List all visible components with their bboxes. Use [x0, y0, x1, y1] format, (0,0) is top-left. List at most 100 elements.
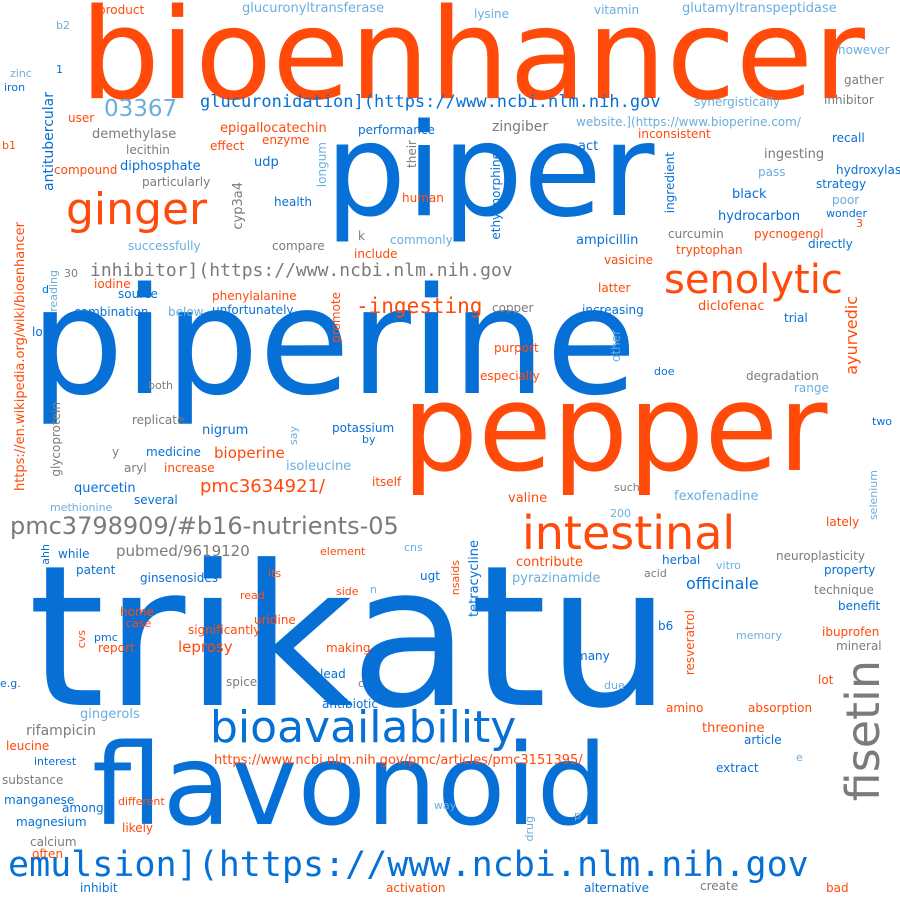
word-read: read: [240, 589, 265, 602]
word-promote: promote: [329, 292, 343, 343]
word-synergistically: synergistically: [694, 95, 781, 109]
word-resveratrol: resveratrol: [683, 610, 697, 676]
word-bioperine: bioperine: [214, 444, 285, 462]
word-manganese: manganese: [4, 793, 75, 807]
word-directly: directly: [808, 237, 853, 251]
word-its: its: [268, 567, 282, 580]
word-enzyme: enzyme: [262, 133, 310, 147]
word-poor: poor: [832, 193, 860, 207]
word-replicate: replicate: [132, 413, 185, 427]
word-technique: technique: [814, 583, 874, 597]
word-b2: b2: [56, 19, 70, 32]
word-diphosphate: diphosphate: [120, 159, 201, 174]
word-such: such: [614, 481, 640, 494]
word-increase: increase: [164, 461, 215, 475]
word-two: two: [872, 415, 893, 428]
word-diclofenac: diclofenac: [698, 299, 765, 314]
word-longum: longum: [315, 142, 329, 188]
word-1: 1: [56, 63, 63, 76]
word-e: e: [796, 751, 803, 764]
word-bioenhancer: bioenhancer: [80, 0, 865, 128]
word-udp: udp: [254, 155, 279, 170]
word-y: y: [112, 445, 120, 459]
word-hydroxylase: hydroxylase: [836, 163, 900, 177]
word-spice: spice: [226, 675, 258, 689]
word-ampicillin: ampicillin: [576, 233, 639, 248]
word-increasing: increasing: [582, 303, 644, 317]
word-amino: amino: [666, 701, 704, 715]
word-compound: compound: [54, 163, 118, 177]
word-isoleucine: isoleucine: [286, 459, 352, 474]
word-alternative: alternative: [584, 881, 649, 895]
word-trikatu: trikatu: [28, 524, 672, 752]
word-latter: latter: [598, 281, 631, 295]
word-selenium: selenium: [867, 470, 880, 521]
word-element: element: [320, 545, 366, 558]
word-tetracycline: tetracycline: [467, 540, 482, 617]
word-leucine: leucine: [6, 739, 50, 753]
word-particularly: particularly: [142, 175, 211, 189]
word-recall: recall: [832, 131, 865, 145]
word-extract: extract: [716, 761, 759, 775]
word-k: k: [358, 229, 365, 243]
word-demethylase: demethylase: [92, 127, 177, 142]
word-hydrocarbon: hydrocarbon: [718, 209, 801, 224]
word-due: due: [604, 679, 625, 692]
word-side: side: [336, 585, 359, 598]
word-property: property: [824, 563, 876, 577]
word-lead: lead: [320, 667, 346, 681]
word-pycnogenol: pycnogenol: [754, 227, 824, 241]
word-potassium: potassium: [332, 421, 395, 435]
word-pepper: pepper: [402, 360, 828, 499]
word-iron: iron: [4, 81, 26, 94]
word-lecithin: lecithin: [126, 143, 170, 157]
word-vitamin: vitamin: [594, 3, 640, 17]
word-copper: copper: [492, 301, 534, 315]
word-effect: effect: [210, 139, 245, 153]
word-nigrum: nigrum: [202, 423, 249, 438]
word-contribute: contribute: [516, 555, 583, 570]
word-itself: itself: [372, 475, 402, 489]
word-vitro: vitro: [716, 559, 741, 572]
word-gather: gather: [844, 73, 884, 87]
word-inconsistent: inconsistent: [638, 127, 711, 141]
word-c: c: [358, 677, 365, 690]
word-b1: b1: [2, 139, 16, 152]
word-cns: cns: [404, 541, 423, 554]
word-health: health: [274, 195, 312, 209]
word-glycoprotein: glycoprotein: [49, 402, 63, 477]
word-source: source: [118, 287, 158, 301]
word-rifampicin: rifampicin: [26, 723, 97, 739]
word-degradation: degradation: [746, 369, 819, 383]
word-by: by: [362, 433, 376, 446]
word-senolytic: senolytic: [664, 257, 843, 303]
word-neuroplasticity: neuroplasticity: [776, 549, 865, 563]
word-p: p: [574, 809, 581, 822]
word-several: several: [134, 493, 178, 507]
word-likely: likely: [122, 821, 154, 835]
word-memory: memory: [736, 629, 782, 642]
word-medicine: medicine: [146, 445, 201, 459]
word-3: 3: [856, 217, 863, 230]
word-ingredient: ingredient: [663, 152, 677, 214]
word-bad: bad: [826, 881, 849, 895]
word-valine: valine: [508, 491, 548, 506]
word-leprosy: leprosy: [178, 638, 233, 656]
word-emulsion-link: emulsion](https://www.ncbi.nlm.nih.gov: [8, 845, 809, 885]
word-different: different: [118, 795, 165, 808]
word-create: create: [700, 879, 739, 893]
word-among: among: [62, 801, 104, 815]
word-home: home: [120, 605, 155, 619]
word-below: below: [168, 305, 204, 319]
word-pmc3798909: pmc3798909/#b16-nutrients-05: [10, 512, 399, 540]
word-both: both: [148, 379, 173, 392]
word-quercetin: quercetin: [74, 481, 136, 496]
word-glucuronyltransferase: glucuronyltransferase: [242, 1, 385, 16]
word-strategy: strategy: [816, 177, 867, 191]
word-case: case: [126, 617, 152, 630]
word-interest: interest: [34, 755, 77, 768]
word-eg: e.g.: [0, 677, 21, 690]
word-ayurvedic: ayurvedic: [842, 296, 861, 375]
word-drug: drug: [523, 816, 536, 842]
